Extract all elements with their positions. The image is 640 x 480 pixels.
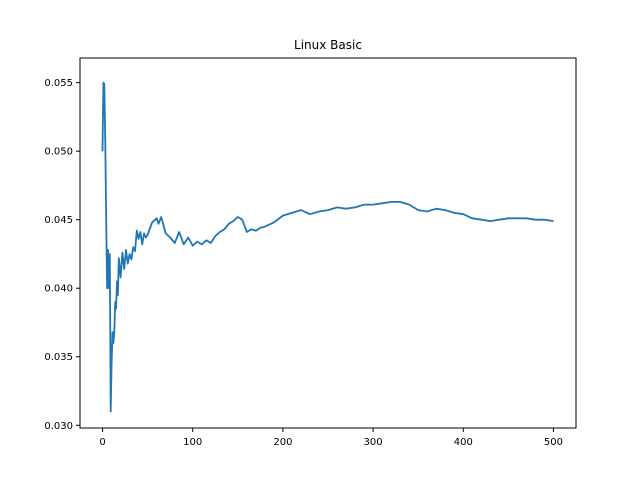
plot-frame: [79, 57, 577, 429]
x-tick-label: 500: [544, 437, 563, 448]
y-tick-label: 0.035: [44, 352, 73, 363]
chart-title: Linux Basic: [294, 38, 362, 52]
y-tick-label: 0.040: [44, 284, 73, 295]
x-tick-label: 300: [364, 437, 383, 448]
y-tick-label: 0.050: [44, 147, 73, 158]
y-tick-label: 0.055: [44, 78, 73, 89]
plot-layer: 0 100 200 300 400 500 0.030 0.035 0.040 0.045 0.05…: [44, 78, 563, 448]
series-line: [101, 81, 554, 413]
y-tick-label: 0.030: [44, 421, 73, 432]
y-tick-label: 0.045: [44, 215, 73, 226]
x-tick-label: 100: [183, 437, 202, 448]
x-tick-label: 400: [454, 437, 473, 448]
x-tick-label: 0: [99, 437, 105, 448]
x-tick-label: 200: [273, 437, 292, 448]
